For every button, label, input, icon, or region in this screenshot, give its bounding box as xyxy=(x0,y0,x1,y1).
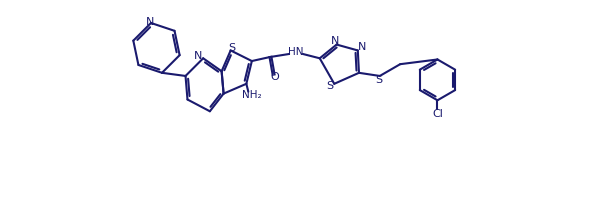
Text: HN: HN xyxy=(288,47,304,57)
Text: N: N xyxy=(194,51,203,61)
Text: N: N xyxy=(330,36,339,46)
Text: S: S xyxy=(375,75,382,85)
Text: NH₂: NH₂ xyxy=(242,90,262,100)
Text: Cl: Cl xyxy=(432,109,443,119)
Text: O: O xyxy=(271,72,279,82)
Text: N: N xyxy=(146,17,154,27)
Text: S: S xyxy=(326,81,333,91)
Text: S: S xyxy=(228,44,235,54)
Text: N: N xyxy=(358,42,367,52)
